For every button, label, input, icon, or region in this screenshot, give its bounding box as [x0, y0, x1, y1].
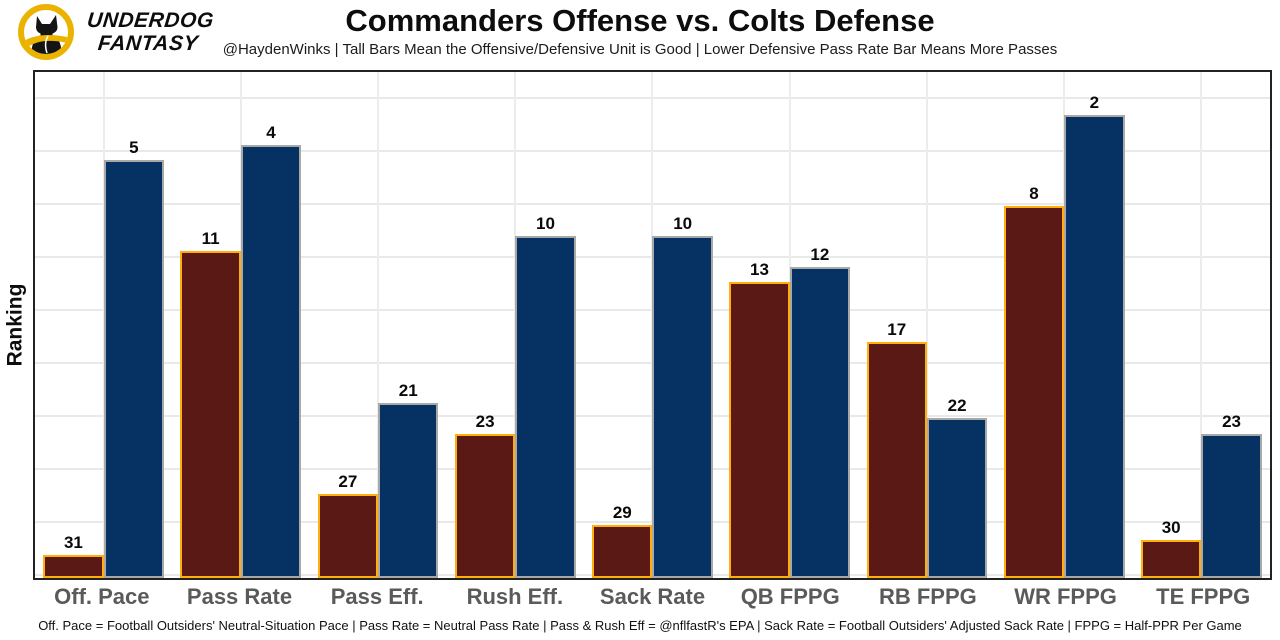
bar-column: 2 [1064, 72, 1125, 578]
bar-group: 11 4 [172, 72, 309, 578]
y-axis-label-wrap: Ranking [0, 70, 31, 580]
category-label: QB FPPG [740, 584, 840, 609]
bar-value-label: 30 [1161, 518, 1181, 537]
category-label: Sack Rate [599, 584, 706, 609]
bar-column: 22 [926, 72, 988, 578]
bar-column: 8 [1003, 72, 1065, 578]
category-label: TE FPPG [1156, 584, 1251, 609]
offense-bar [592, 524, 653, 578]
defense-bar [926, 418, 988, 578]
bar-groups: 31 5 11 4 27 21 23 10 29 10 13 12 17 22 8 2 30 23 [35, 72, 1270, 578]
bar-value-label: 17 [887, 320, 907, 340]
bar-group: 17 22 [858, 72, 995, 578]
category-label: Pass Rate [186, 584, 293, 609]
defense-bar [1064, 114, 1125, 578]
bar-value-label: 31 [63, 533, 83, 553]
bar-group: 29 10 [584, 72, 721, 578]
offense-bar [317, 494, 379, 578]
defense-bar [515, 236, 576, 578]
bar-value-label: 12 [810, 244, 830, 264]
bar-column: 4 [240, 72, 302, 578]
bar-group: 30 23 [1133, 72, 1270, 578]
defense-bar [103, 160, 164, 578]
bar-column: 11 [180, 72, 241, 578]
y-axis-label: Ranking [3, 283, 26, 367]
bar-column: 23 [454, 72, 516, 578]
offense-bar [1140, 540, 1202, 578]
bar-value-label: 8 [1029, 183, 1039, 203]
bar-column: 13 [729, 72, 790, 578]
bar-column: 21 [378, 72, 439, 578]
underdog-dog-icon [18, 4, 74, 60]
chart-footnote: Off. Pace = Football Outsiders' Neutral-… [38, 618, 1242, 633]
bar-column: 27 [317, 72, 379, 578]
bar-column: 30 [1140, 72, 1202, 578]
offense-bar [1003, 205, 1065, 578]
bar-value-label: 10 [673, 214, 693, 234]
bar-column: 31 [43, 72, 104, 578]
underdog-fantasy-logo: UNDERDOG FANTASY [18, 4, 215, 60]
offense-bar [454, 433, 516, 578]
bar-value-label: 21 [398, 381, 418, 401]
bar-group: 23 10 [447, 72, 584, 578]
bar-value-label: 11 [201, 229, 220, 249]
plot-area: 31 5 11 4 27 21 23 10 29 10 13 12 17 22 8 2 30 23 [33, 70, 1272, 580]
bar-group: 27 21 [309, 72, 446, 578]
bar-value-label: 22 [947, 396, 967, 416]
category-label: Pass Eff. [330, 584, 424, 609]
defense-bar [378, 403, 439, 578]
bar-group: 31 5 [35, 72, 172, 578]
bar-column: 12 [789, 72, 851, 578]
bar-value-label: 23 [1222, 411, 1241, 431]
offense-bar [43, 555, 104, 578]
x-axis-labels: Off. Pace Pass Rate Pass Eff. Rush Eff. Sack… [33, 584, 1272, 610]
defense-bar [652, 236, 713, 578]
offense-bar [180, 251, 241, 578]
bar-value-label: 29 [612, 502, 632, 522]
offense-bar [729, 281, 790, 578]
bar-column: 23 [1201, 72, 1262, 578]
chart-subtitle: @HaydenWinks | Tall Bars Mean the Offens… [222, 41, 1058, 58]
bar-column: 17 [866, 72, 927, 578]
bar-column: 10 [652, 72, 713, 578]
defense-bar [240, 144, 302, 578]
category-label: Rush Eff. [466, 584, 564, 609]
bar-value-label: 27 [338, 472, 358, 492]
bar-group: 13 12 [721, 72, 858, 578]
bar-column: 29 [592, 72, 653, 578]
offense-bar [866, 342, 927, 578]
defense-bar [1201, 433, 1262, 578]
category-label: WR FPPG [1014, 584, 1117, 609]
bar-value-label: 23 [475, 411, 495, 431]
bar-value-label: 2 [1089, 92, 1100, 112]
defense-bar [789, 266, 851, 578]
bar-value-label: 4 [266, 122, 276, 142]
bar-value-label: 10 [535, 214, 555, 234]
category-label: RB FPPG [878, 584, 977, 609]
chart-title: Commanders Offense vs. Colts Defense [345, 3, 935, 38]
bar-value-label: 5 [129, 138, 139, 158]
category-label: Off. Pace [54, 584, 150, 609]
bar-value-label: 13 [750, 259, 769, 279]
bar-column: 10 [515, 72, 576, 578]
bar-column: 5 [103, 72, 164, 578]
